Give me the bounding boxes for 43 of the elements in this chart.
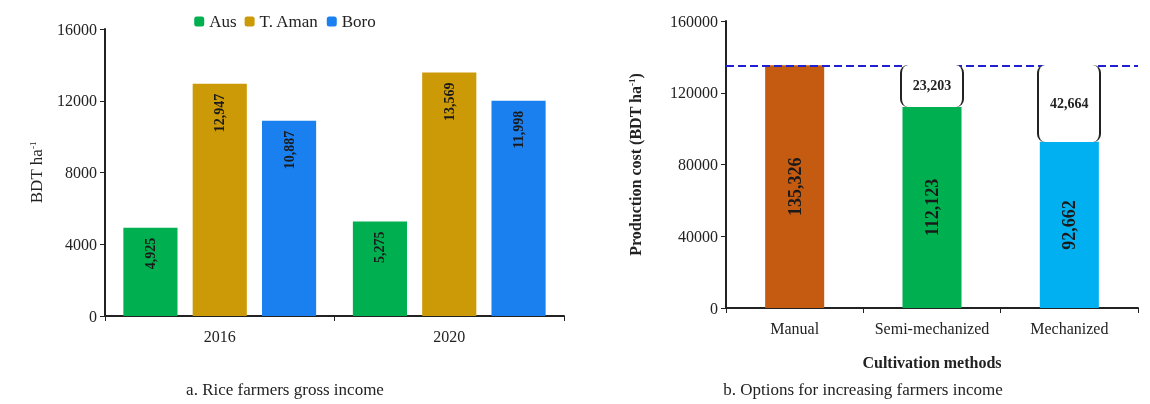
data-label: 92,662 [1059,200,1080,250]
bar [261,120,317,316]
text: b. Options for increasing farmers income [723,380,1003,399]
curly-brace-bracket: 23,203 [900,65,964,107]
y-tick-label: 120000 [670,84,718,102]
data-label: 5,275 [372,231,388,263]
y-tick-label: 160000 [670,12,718,30]
y-tick-label: 0 [89,307,97,325]
curly-brace-bracket: 42,664 [1037,65,1102,142]
y-tick-label: 12000 [57,92,97,110]
bar [422,72,477,316]
data-label: 4,925 [142,237,158,270]
data-label: 13,569 [441,82,457,122]
y-tick-label: 16000 [57,20,97,38]
bar [123,227,178,316]
text: a. Rice farmers gross income [186,380,384,399]
x-tick-label: 2016 [203,327,236,345]
data-label: 11,998 [511,110,527,149]
y-tick-label: 80000 [678,156,718,173]
x-tick-label: 2020 [433,327,466,345]
y-tick-label: 4000 [65,235,97,253]
x-axis-title: Cultivation methods [862,353,1002,371]
bar [1039,141,1099,308]
bar [765,65,825,308]
legend-label: T. Aman [259,12,319,31]
x-tick-label: Semi-mechanized [874,319,990,337]
bar [192,83,247,316]
x-tick-label: Manual [770,319,820,337]
y-axis-title: Production cost (BDT ha-1) [626,73,645,256]
x-tick-label: Mechanized [1030,319,1109,337]
bar [902,106,962,308]
bar [352,221,408,316]
legend-label: Aus [209,12,237,31]
data-label: 112,123 [922,178,942,237]
y-tick-label: 8000 [65,164,97,181]
y-tick-label: 0 [710,299,718,317]
legend-label: Boro [341,12,376,31]
y-axis-title: BDT ha-1 [27,141,46,204]
bar [491,100,546,316]
data-label: 135,326 [784,157,805,216]
data-label: 12,947 [212,93,228,133]
y-tick-label: 40000 [678,227,718,245]
data-label: 10,887 [281,130,297,170]
